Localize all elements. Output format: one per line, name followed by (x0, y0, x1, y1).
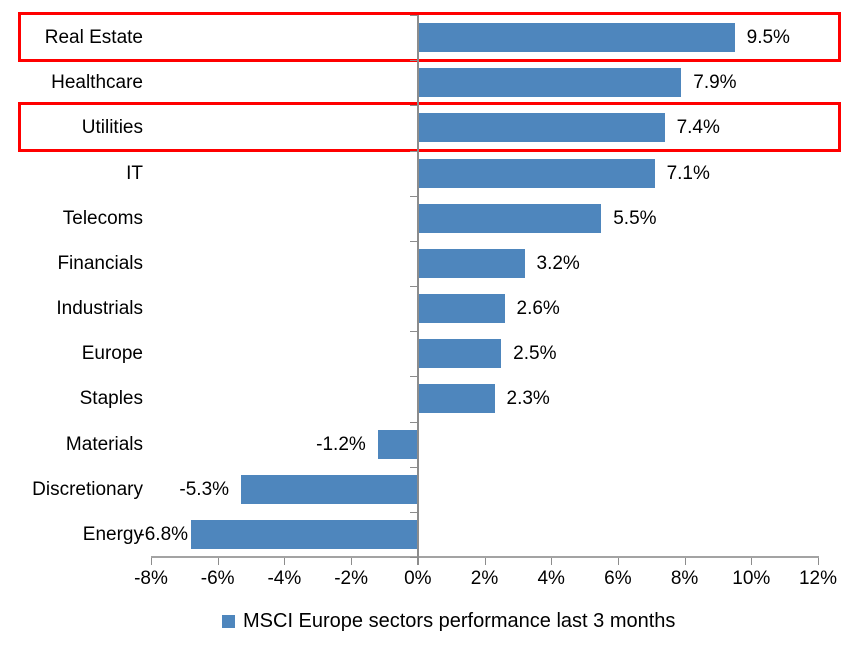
x-axis-tick-label: 8% (670, 568, 699, 589)
value-label: -1.2% (316, 433, 366, 455)
category-axis-tick (409, 511, 417, 513)
category-axis-tick (409, 195, 417, 197)
bar (417, 113, 665, 143)
value-label: -5.3% (179, 478, 230, 500)
x-axis-tick (351, 558, 353, 565)
bar (241, 474, 418, 504)
category-axis-tick (409, 376, 417, 378)
x-axis-tick (484, 558, 486, 565)
category-axis-tick (409, 105, 417, 107)
highlight-box (18, 102, 841, 153)
x-axis-tick-label: 4% (537, 568, 565, 589)
x-axis-tick-label: 12% (798, 568, 838, 589)
bar (417, 384, 495, 414)
x-axis-tick-label: 10% (732, 568, 771, 589)
bar (417, 339, 502, 369)
x-axis-tick-label: -4% (267, 568, 302, 589)
legend-marker (222, 615, 235, 628)
category-axis-tick (409, 286, 417, 287)
bar (377, 429, 418, 459)
category-axis-line (416, 15, 419, 565)
category-label: Financials (57, 252, 143, 274)
category-label: Materials (65, 433, 143, 455)
x-axis-tick (551, 558, 553, 565)
legend-label: MSCI Europe sectors performance last 3 m… (243, 610, 676, 632)
bar (191, 519, 418, 549)
category-axis-tick (409, 60, 417, 62)
bar (417, 68, 682, 98)
category-axis-tick (409, 421, 417, 423)
category-label: Real Estate (44, 27, 143, 48)
value-label: 2.6% (516, 298, 560, 320)
category-axis-tick (409, 331, 417, 333)
x-axis-tick-label: -2% (334, 568, 368, 589)
x-axis-tick (751, 558, 753, 565)
value-label: 7.9% (693, 72, 737, 94)
category-label: Healthcare (51, 72, 143, 94)
bar (417, 23, 735, 53)
category-axis-tick (409, 150, 417, 152)
value-label: 3.2% (536, 252, 580, 274)
x-axis-tick (284, 558, 286, 565)
x-axis-tick (818, 558, 819, 565)
category-label: Energy (82, 523, 143, 545)
value-label: 5.5% (613, 207, 657, 229)
highlight-box (18, 12, 841, 63)
x-axis-tick (684, 558, 686, 565)
bar (417, 203, 602, 233)
legend: MSCI Europe sectors performance last 3 m… (222, 610, 675, 633)
category-label: Industrials (56, 298, 143, 319)
bar (417, 294, 505, 324)
value-label: 7.4% (676, 117, 720, 139)
category-axis-tick (409, 466, 417, 468)
category-axis-tick (409, 240, 417, 242)
category-label: Staples (79, 388, 143, 410)
x-axis-tick (617, 558, 619, 565)
bar (417, 158, 655, 188)
bar (417, 248, 525, 278)
value-label: -6.8% (138, 523, 189, 545)
x-axis-tick-label: -6% (200, 568, 235, 589)
value-label: 2.3% (506, 388, 550, 410)
category-label: Europe (81, 343, 143, 365)
category-axis-tick (409, 15, 417, 16)
value-label: 2.5% (513, 343, 557, 365)
x-axis-tick-label: -8% (134, 568, 168, 589)
category-axis-tick (409, 557, 417, 558)
x-axis-tick (217, 558, 219, 565)
category-label: Utilities (81, 117, 143, 139)
category-label: Discretionary (32, 478, 143, 500)
value-label: 9.5% (746, 27, 790, 49)
category-label: IT (126, 162, 143, 184)
value-label: 7.1% (666, 162, 710, 184)
x-axis-tick-label: 6% (604, 568, 632, 589)
x-axis-tick (151, 558, 152, 565)
x-axis-tick-label: 2% (470, 568, 499, 589)
x-axis-line (151, 556, 819, 558)
x-axis-tick-label: 0% (404, 568, 432, 589)
category-label: Telecoms (62, 207, 143, 229)
